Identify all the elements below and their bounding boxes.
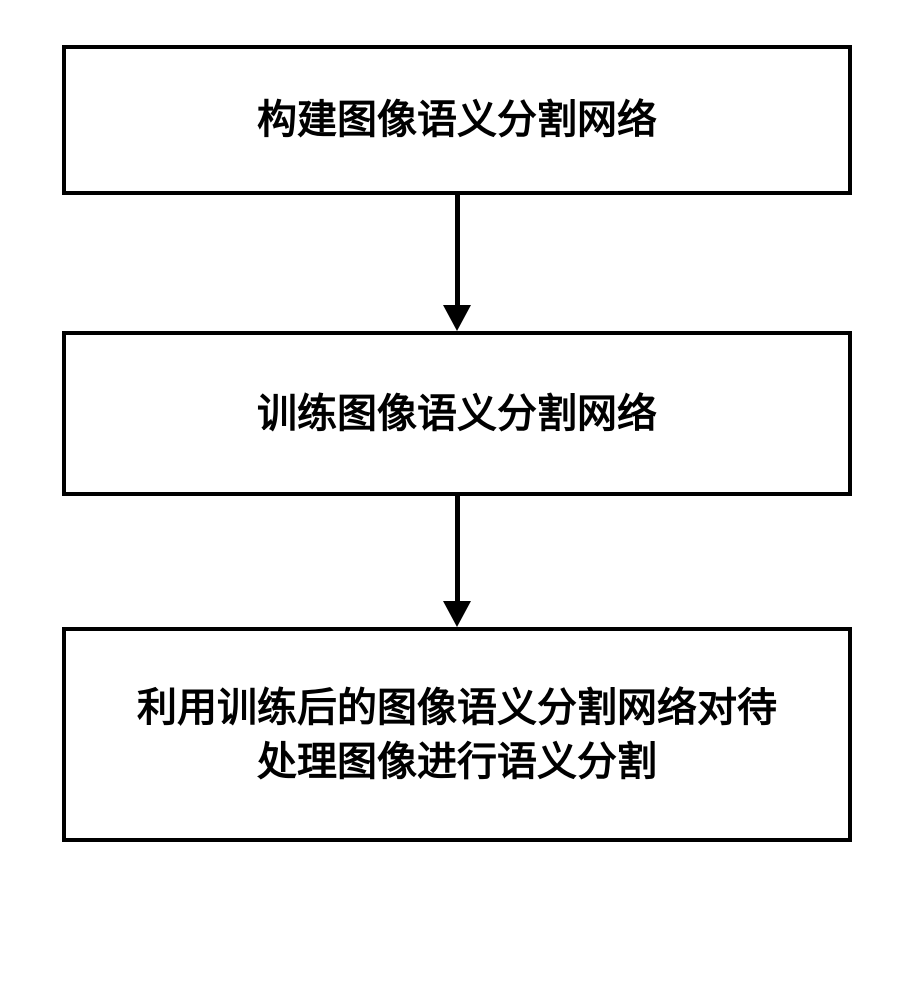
node-3-text-line1: 利用训练后的图像语义分割网络对待 bbox=[137, 681, 777, 735]
arrow-2 bbox=[443, 496, 471, 627]
arrow-1-line bbox=[455, 195, 460, 305]
flowchart-node-3: 利用训练后的图像语义分割网络对待 处理图像进行语义分割 bbox=[62, 627, 852, 842]
node-1-text: 构建图像语义分割网络 bbox=[257, 93, 657, 147]
flowchart-node-1: 构建图像语义分割网络 bbox=[62, 45, 852, 195]
flowchart-node-2: 训练图像语义分割网络 bbox=[62, 331, 852, 496]
node-2-text: 训练图像语义分割网络 bbox=[257, 387, 657, 441]
arrow-1 bbox=[443, 195, 471, 331]
arrow-1-head bbox=[443, 305, 471, 331]
node-3-text: 利用训练后的图像语义分割网络对待 处理图像进行语义分割 bbox=[137, 681, 777, 789]
arrow-2-head bbox=[443, 601, 471, 627]
node-3-text-line2: 处理图像进行语义分割 bbox=[137, 735, 777, 789]
arrow-2-line bbox=[455, 496, 460, 601]
